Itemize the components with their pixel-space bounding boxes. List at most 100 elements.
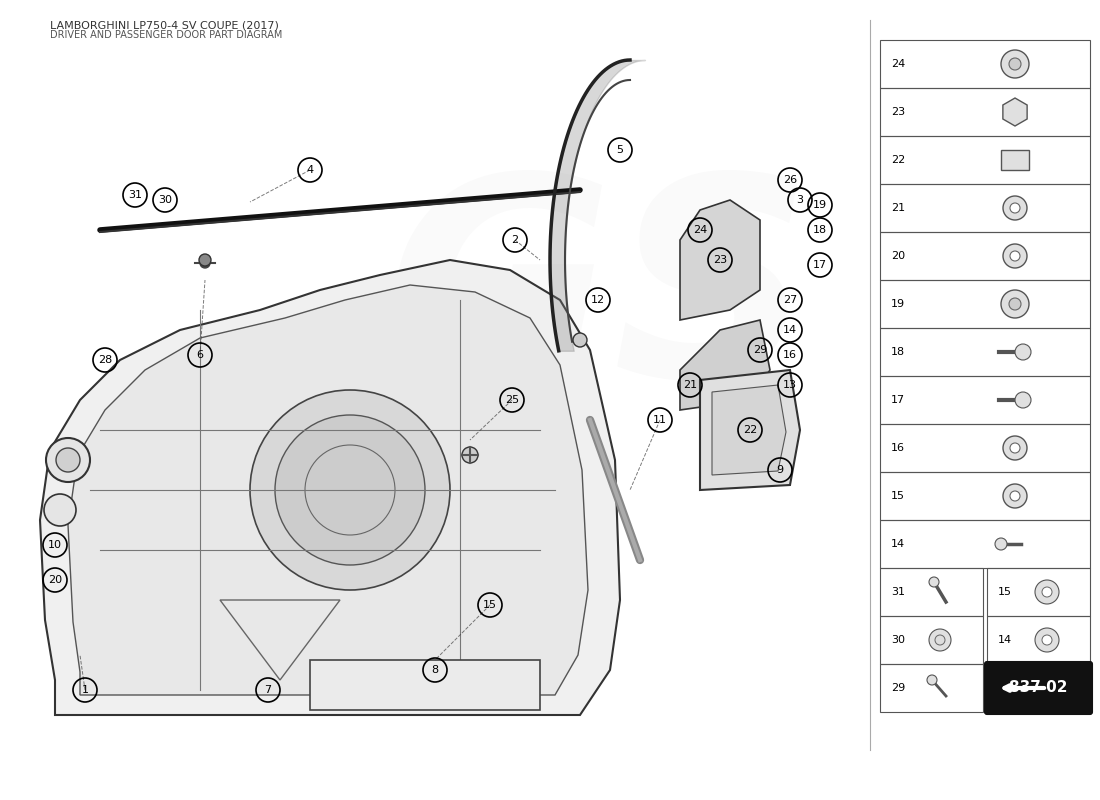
Text: 11: 11 — [653, 415, 667, 425]
Circle shape — [1003, 196, 1027, 220]
Text: 30: 30 — [891, 635, 905, 645]
Text: 29: 29 — [752, 345, 767, 355]
Text: 21: 21 — [683, 380, 697, 390]
Text: 23: 23 — [713, 255, 727, 265]
Circle shape — [1042, 587, 1052, 597]
Text: DRIVER AND PASSENGER DOOR PART DIAGRAM: DRIVER AND PASSENGER DOOR PART DIAGRAM — [50, 30, 283, 40]
Text: 3: 3 — [796, 195, 803, 205]
Text: 22: 22 — [891, 155, 905, 165]
Text: a passion for parts @ eurospares: a passion for parts @ eurospares — [284, 573, 576, 667]
Polygon shape — [712, 385, 786, 475]
Circle shape — [927, 675, 937, 685]
Circle shape — [1001, 50, 1028, 78]
Text: 15: 15 — [483, 600, 497, 610]
Circle shape — [1009, 58, 1021, 70]
Polygon shape — [700, 370, 800, 490]
Text: 31: 31 — [891, 587, 905, 597]
Circle shape — [1003, 484, 1027, 508]
Circle shape — [1035, 580, 1059, 604]
Text: 24: 24 — [891, 59, 905, 69]
Text: 25: 25 — [505, 395, 519, 405]
Text: 9: 9 — [777, 465, 783, 475]
Bar — [880, 184, 1090, 232]
Circle shape — [930, 629, 952, 651]
Bar — [987, 568, 1090, 616]
Text: 8: 8 — [431, 665, 439, 675]
Text: 30: 30 — [158, 195, 172, 205]
Bar — [880, 472, 1090, 520]
Text: 4: 4 — [307, 165, 314, 175]
Bar — [880, 520, 1090, 568]
Text: 14: 14 — [998, 635, 1012, 645]
Text: 20: 20 — [48, 575, 62, 585]
Circle shape — [573, 333, 587, 347]
Circle shape — [1003, 244, 1027, 268]
Circle shape — [44, 494, 76, 526]
Text: 10: 10 — [48, 540, 62, 550]
Circle shape — [46, 438, 90, 482]
Text: 16: 16 — [783, 350, 798, 360]
Text: 23: 23 — [891, 107, 905, 117]
Text: 21: 21 — [891, 203, 905, 213]
Circle shape — [250, 390, 450, 590]
Text: 12: 12 — [591, 295, 605, 305]
Circle shape — [1010, 203, 1020, 213]
Bar — [880, 280, 1090, 328]
Bar — [880, 568, 983, 616]
Bar — [310, 660, 540, 710]
Text: 17: 17 — [891, 395, 905, 405]
Text: 20: 20 — [891, 251, 905, 261]
Text: 5: 5 — [616, 145, 624, 155]
Text: 7: 7 — [264, 685, 272, 695]
Bar — [1001, 150, 1028, 170]
Bar — [880, 232, 1090, 280]
Text: 16: 16 — [891, 443, 905, 453]
Bar — [880, 136, 1090, 184]
Text: 18: 18 — [813, 225, 827, 235]
Text: 24: 24 — [693, 225, 707, 235]
Text: 13: 13 — [783, 380, 798, 390]
Circle shape — [275, 415, 425, 565]
Circle shape — [1042, 635, 1052, 645]
Text: 14: 14 — [783, 325, 798, 335]
Polygon shape — [68, 285, 589, 695]
Circle shape — [935, 635, 945, 645]
Circle shape — [462, 447, 478, 463]
Text: 18: 18 — [891, 347, 905, 357]
Text: 22: 22 — [742, 425, 757, 435]
Circle shape — [1010, 251, 1020, 261]
Text: 26: 26 — [783, 175, 798, 185]
Text: 29: 29 — [891, 683, 905, 693]
Circle shape — [1015, 344, 1031, 360]
Polygon shape — [1003, 98, 1027, 126]
Text: 1: 1 — [81, 685, 88, 695]
Circle shape — [930, 577, 939, 587]
Circle shape — [996, 538, 1006, 550]
Bar — [880, 88, 1090, 136]
Text: 19: 19 — [813, 200, 827, 210]
Polygon shape — [680, 320, 770, 410]
Circle shape — [1009, 298, 1021, 310]
Text: 15: 15 — [891, 491, 905, 501]
Text: GS: GS — [386, 165, 814, 435]
Circle shape — [200, 258, 210, 268]
Bar — [880, 328, 1090, 376]
Text: 31: 31 — [128, 190, 142, 200]
Circle shape — [1001, 290, 1028, 318]
Text: 837 02: 837 02 — [1010, 681, 1068, 695]
Text: 17: 17 — [813, 260, 827, 270]
Bar — [987, 616, 1090, 664]
Text: 19: 19 — [891, 299, 905, 309]
Polygon shape — [40, 260, 620, 715]
Bar — [880, 616, 983, 664]
Text: LAMBORGHINI LP750-4 SV COUPE (2017): LAMBORGHINI LP750-4 SV COUPE (2017) — [50, 20, 279, 30]
Text: 27: 27 — [783, 295, 798, 305]
Text: 15: 15 — [998, 587, 1012, 597]
Bar — [880, 664, 983, 712]
Text: 2: 2 — [512, 235, 518, 245]
Polygon shape — [680, 200, 760, 320]
Circle shape — [199, 254, 211, 266]
Bar — [880, 376, 1090, 424]
FancyBboxPatch shape — [984, 662, 1092, 714]
Circle shape — [1015, 392, 1031, 408]
